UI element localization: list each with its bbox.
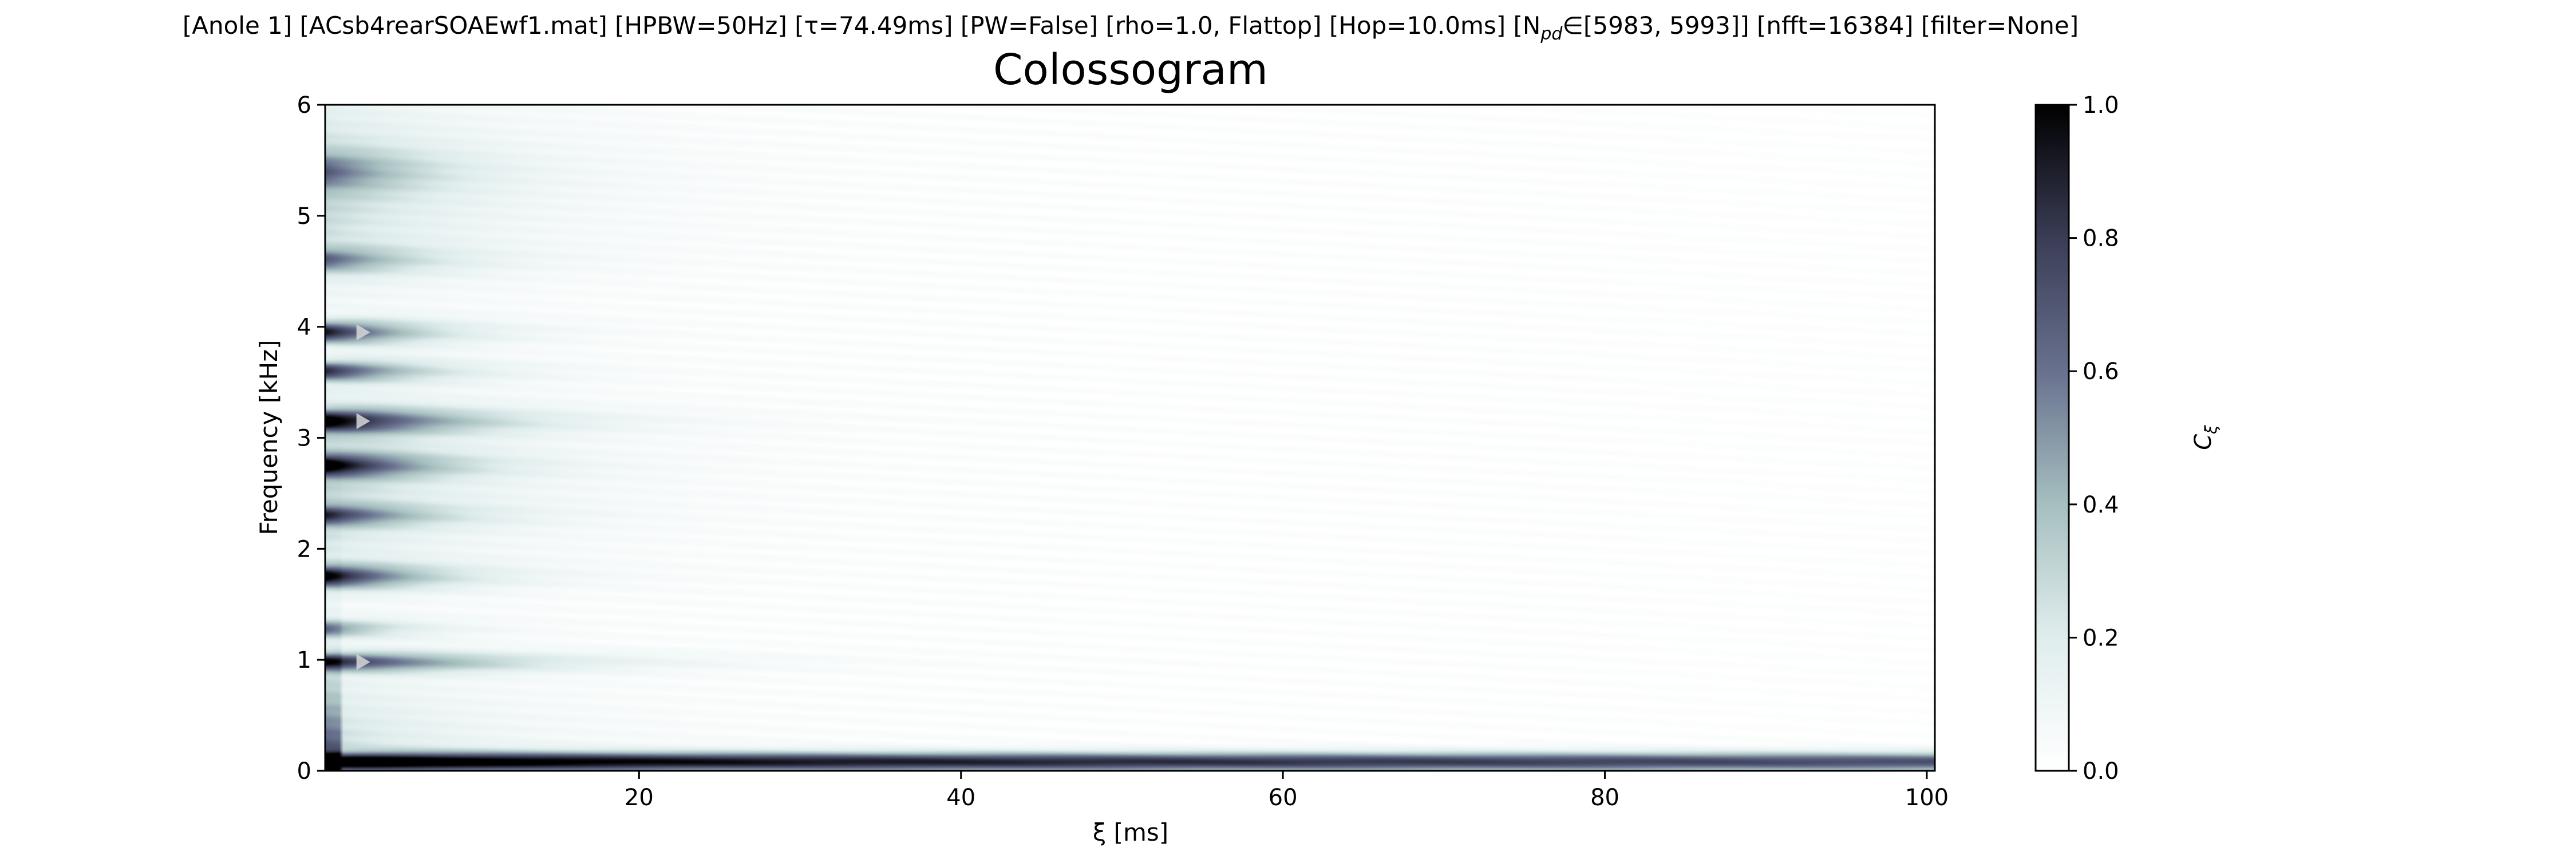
peak-marker (356, 413, 370, 430)
colorbar-tick-label: 0.4 (2083, 492, 2119, 518)
y-tick-label: 4 (297, 314, 311, 341)
x-tick-label: 20 (625, 785, 654, 811)
colorbar-label-main: C (2190, 434, 2217, 450)
parameter-subscript: pd (1540, 24, 1563, 44)
parameter-text-end: ∈[5983, 5993]] [nfft=16384] [filter=None… (1562, 11, 2079, 40)
peak-marker (356, 324, 370, 341)
parameter-header: [Anole 1] [ACsb4rearSOAEwf1.mat] [HPBW=5… (183, 11, 2079, 44)
y-tick-label: 6 (297, 92, 311, 119)
x-tick-label: 80 (1590, 785, 1619, 811)
colorbar-gradient (2036, 105, 2069, 771)
y-tick-label: 2 (297, 536, 311, 562)
colorbar: 0.0 0.2 0.4 0.6 0.8 1.0 Cξ (2034, 92, 2221, 785)
x-tick-label: 60 (1269, 785, 1298, 811)
x-axis-label: ξ [ms] (1093, 818, 1168, 846)
x-tick-label: 100 (1905, 785, 1949, 811)
colorbar-tick-label: 0.0 (2083, 758, 2119, 785)
colorbar-frame (2034, 104, 2070, 772)
colorbar-label-sub: ξ (2202, 425, 2221, 435)
plot-area (324, 104, 1936, 772)
y-tick-label: 0 (297, 758, 311, 785)
y-axis: 0 1 2 3 4 5 6 (297, 92, 325, 785)
chart-title: Colossogram (993, 45, 1268, 94)
y-tick-label: 3 (297, 425, 311, 452)
x-tick-label: 40 (946, 785, 975, 811)
colorbar-tick-label: 0.2 (2083, 625, 2119, 651)
y-axis-label: Frequency [kHz] (255, 340, 283, 535)
parameter-text: [Anole 1] [ACsb4rearSOAEwf1.mat] [HPBW=5… (183, 11, 1540, 40)
y-tick-label: 5 (297, 203, 311, 230)
colorbar-tick-label: 0.6 (2083, 358, 2119, 385)
peak-marker (356, 654, 370, 671)
colorbar-tick-label: 0.8 (2083, 226, 2119, 252)
x-axis: 20 40 60 80 100 (625, 771, 1949, 811)
heatmap-image (325, 105, 1935, 771)
colorbar-ticks: 0.0 0.2 0.4 0.6 0.8 1.0 (2069, 92, 2119, 785)
y-tick-label: 1 (297, 647, 311, 673)
colorbar-tick-label: 1.0 (2083, 92, 2119, 119)
peak-markers (356, 324, 370, 671)
colorbar-label: Cξ (2190, 425, 2221, 450)
